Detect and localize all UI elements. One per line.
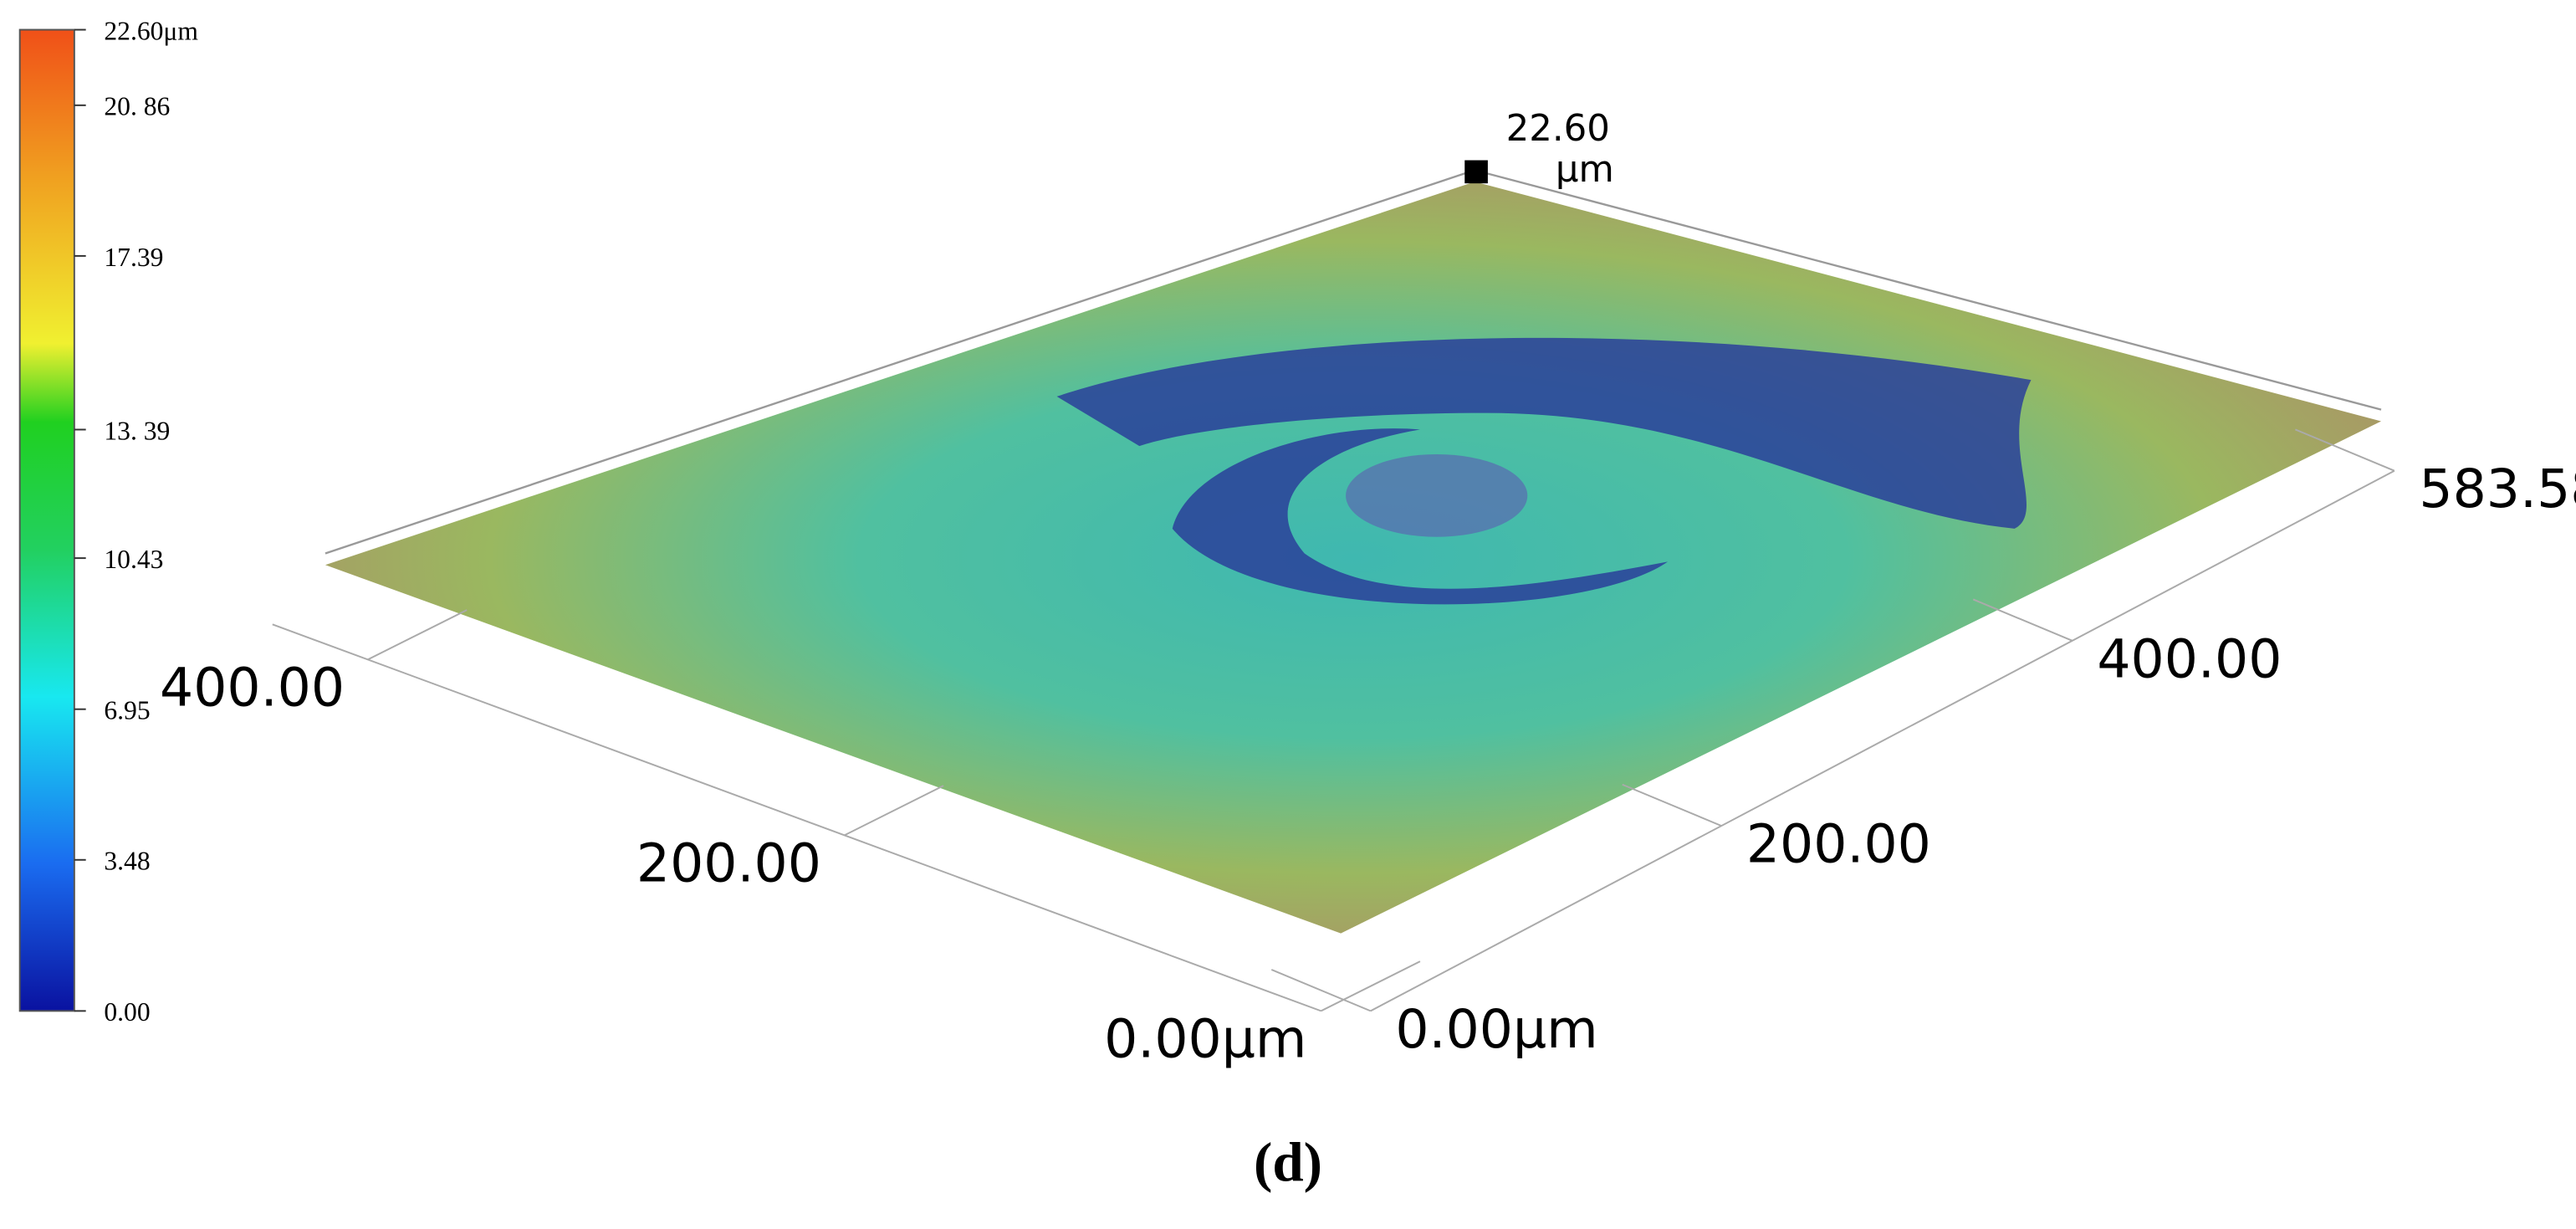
- colorbar-tick-label: 10.43: [104, 545, 163, 574]
- colorbar-tick-label: 6.95: [104, 696, 150, 725]
- colorbar-tick-label: 0.00: [104, 997, 150, 1027]
- x-grid-line: [367, 609, 468, 661]
- y-tick-label: 400.00: [2097, 627, 2282, 689]
- caption: (d): [1254, 1131, 1322, 1194]
- x-axis: [272, 623, 1321, 1012]
- y-tick-label: 0.00μm: [1395, 998, 1597, 1060]
- y-grid-line: [2294, 428, 2395, 472]
- x-tick-label: 400.00: [160, 657, 345, 719]
- z-tick-label: 22.60: [1506, 108, 1610, 150]
- y-grid-line: [1972, 598, 2073, 642]
- colorbar-tick-label: 17.39: [104, 243, 163, 272]
- x-tick-label: 200.00: [636, 832, 821, 894]
- colorbar-tick-label: 3.48: [104, 847, 150, 876]
- colorbar-tick-label: 20. 86: [104, 92, 170, 121]
- x-grid-line: [844, 785, 944, 837]
- colorbar-tick-label: 22.60μm: [104, 16, 198, 45]
- y-tick-label: 583.58: [2419, 458, 2576, 520]
- x-grid-line: [1321, 960, 1421, 1012]
- y-grid-line: [1270, 969, 1372, 1012]
- y-tick-label: 200.00: [1746, 813, 1931, 875]
- x-tick-label: 0.00μm: [1104, 1008, 1306, 1070]
- y-axis: [1370, 469, 2395, 1012]
- surface-decoration: [325, 160, 2382, 934]
- colorbar-tick-label: 13. 39: [104, 416, 170, 445]
- colorbar: [18, 28, 75, 1012]
- z-unit: μm: [1556, 149, 1614, 191]
- y-grid-line: [1622, 783, 1722, 827]
